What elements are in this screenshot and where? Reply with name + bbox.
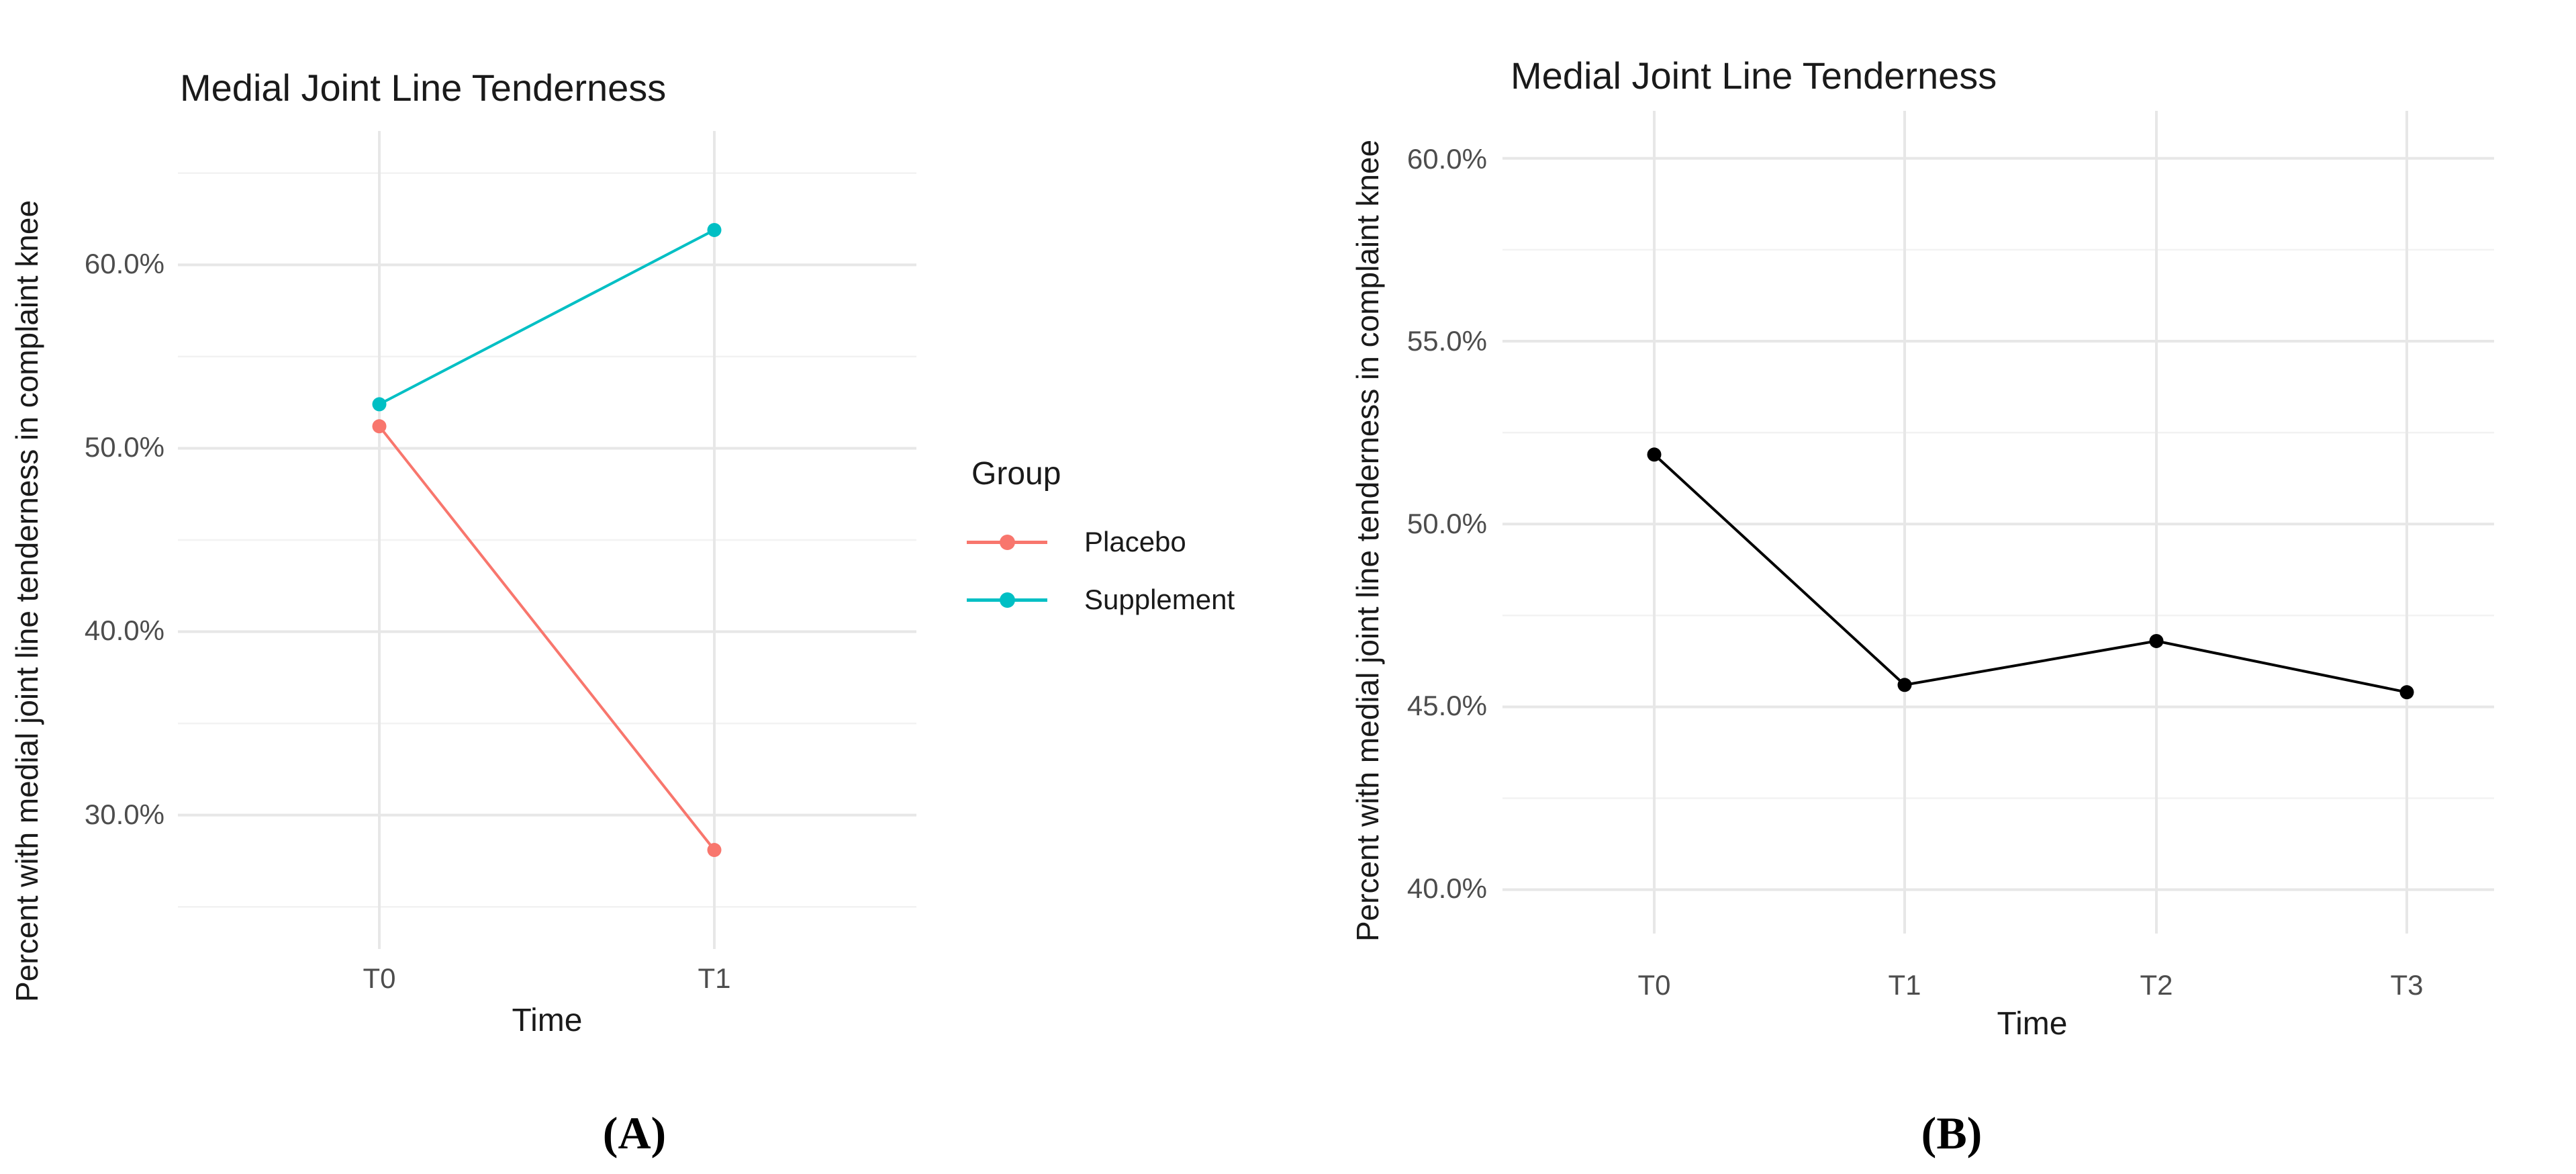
chart-b-xtick-t0: T0 (1637, 969, 1671, 1001)
panel-a-caption: (A) (602, 1108, 667, 1159)
chart-b-ytick-45: 45.0% (1406, 690, 1487, 721)
chart-a-x-axis-title: Time (512, 1003, 583, 1038)
legend-label-supplement: Supplement (1084, 584, 1235, 615)
chart-a-ytick-30: 30.0% (84, 799, 164, 830)
chart-a-xtick-t1: T1 (698, 962, 731, 994)
legend: Group (971, 455, 1061, 492)
chart-a-ytick-60: 60.0% (84, 248, 164, 279)
chart-a-ytick-50: 50.0% (84, 431, 164, 463)
panel-A-gridlines (178, 131, 916, 949)
chart-b-title: Medial Joint Line Tenderness (1511, 54, 1997, 97)
chart-b-xtick-t3: T3 (2390, 969, 2424, 1001)
supplement-line-dot-icon (967, 580, 1047, 620)
panel-B-series-line (1647, 447, 2414, 700)
placebo-line-dot-icon (967, 522, 1047, 562)
legend-label-placebo: Placebo (1084, 526, 1186, 557)
chart-a-ytick-40: 40.0% (84, 615, 164, 646)
chart-a-xtick-t0: T0 (363, 962, 396, 994)
panel-B-gridlines (1502, 111, 2494, 934)
chart-a-title: Medial Joint Line Tenderness (180, 66, 667, 109)
chart-b-ytick-50: 50.0% (1406, 508, 1487, 539)
chart-b-xtick-t1: T1 (1888, 969, 1921, 1001)
panel-b-caption: (B) (1921, 1108, 1983, 1159)
chart-b-x-axis-title: Time (1997, 1006, 2068, 1042)
chart-b-ytick-55: 55.0% (1406, 325, 1487, 357)
chart-b-xtick-t2: T2 (2140, 969, 2173, 1001)
chart-b-ytick-60: 60.0% (1406, 143, 1487, 175)
panel-A-series-Supplement (372, 222, 722, 412)
panel-A-series-Placebo (372, 419, 722, 858)
legend-entry-supplement: Supplement (967, 580, 1235, 620)
legend-title: Group (971, 456, 1061, 492)
chart-b-ytick-40: 40.0% (1406, 872, 1487, 904)
chart-a-y-axis-title: Percent with medial joint line tendernes… (9, 199, 44, 1003)
legend-entry-placebo: Placebo (967, 522, 1186, 562)
